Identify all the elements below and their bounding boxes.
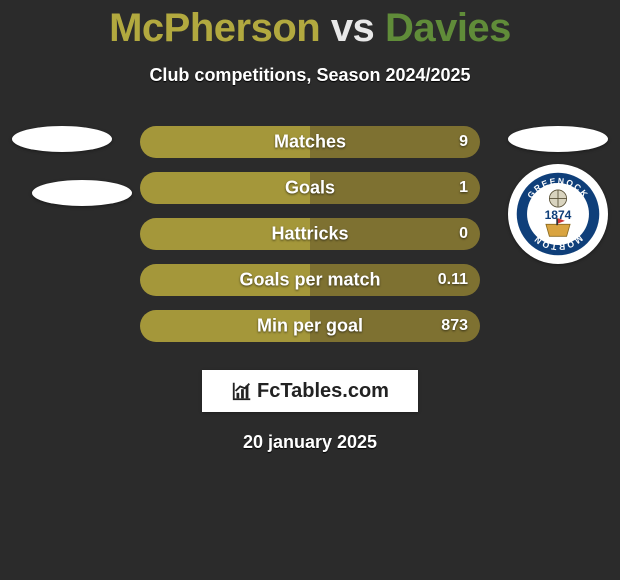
chart-area: Matches 9 Goals 1 Hattricks 0 Goals per match 0… bbox=[0, 126, 620, 346]
page-title: McPherson vs Davies bbox=[0, 6, 620, 51]
stat-value: 0 bbox=[459, 225, 468, 243]
stat-value: 0.11 bbox=[438, 271, 468, 289]
stat-row: Goals 1 bbox=[140, 172, 480, 204]
right-placeholders: GREENOCK MORTON 1874 bbox=[488, 126, 608, 264]
placeholder-ellipse bbox=[508, 126, 608, 152]
title-left: McPherson bbox=[109, 6, 320, 50]
placeholder-ellipse bbox=[12, 126, 112, 152]
stat-label: Goals per match bbox=[239, 270, 380, 291]
stat-value: 873 bbox=[441, 317, 468, 335]
crest-icon: GREENOCK MORTON 1874 bbox=[515, 171, 601, 257]
stat-label: Goals bbox=[285, 178, 335, 199]
branding-text: FcTables.com bbox=[257, 380, 389, 403]
stat-row: Min per goal 873 bbox=[140, 310, 480, 342]
subtitle: Club competitions, Season 2024/2025 bbox=[0, 65, 620, 86]
stat-label: Matches bbox=[274, 132, 346, 153]
stat-value: 9 bbox=[459, 133, 468, 151]
stat-bars: Matches 9 Goals 1 Hattricks 0 Goals per match 0… bbox=[140, 126, 480, 356]
title-vs: vs bbox=[331, 6, 375, 50]
date-text: 20 january 2025 bbox=[0, 432, 620, 453]
stat-label: Hattricks bbox=[271, 224, 348, 245]
stat-bar-right bbox=[310, 172, 480, 204]
stat-value: 1 bbox=[459, 179, 468, 197]
title-right: Davies bbox=[385, 6, 511, 50]
stat-row: Hattricks 0 bbox=[140, 218, 480, 250]
stat-row: Matches 9 bbox=[140, 126, 480, 158]
chart-icon bbox=[231, 380, 253, 402]
stat-row: Goals per match 0.11 bbox=[140, 264, 480, 296]
left-placeholders bbox=[12, 126, 132, 206]
placeholder-ellipse bbox=[32, 180, 132, 206]
club-crest: GREENOCK MORTON 1874 bbox=[508, 164, 608, 264]
branding[interactable]: FcTables.com bbox=[202, 370, 418, 412]
stat-label: Min per goal bbox=[257, 316, 363, 337]
